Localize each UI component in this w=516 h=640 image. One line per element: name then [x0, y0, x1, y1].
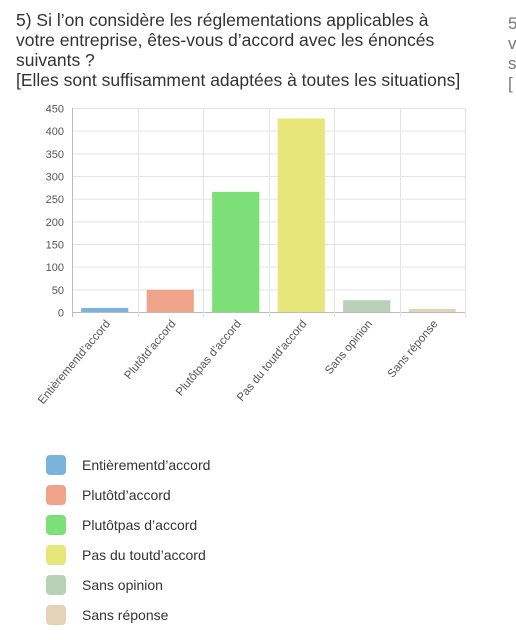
question-line: [Elles sont suffisamment adaptées à tout… [16, 70, 461, 90]
bar [212, 191, 260, 312]
legend-item[interactable]: Sans réponse [46, 600, 210, 630]
legend-item[interactable]: Plutôtpas d’accord [46, 510, 210, 540]
legend-label: Sans réponse [82, 607, 169, 623]
y-tick-label: 300 [46, 172, 64, 184]
x-tick-label: Entièrementd’accord [36, 318, 113, 407]
y-tick-label: 450 [46, 104, 64, 116]
y-tick-label: 150 [46, 240, 64, 252]
y-tick-label: 250 [46, 194, 64, 206]
next-panel-fragment: 5 v s [ [508, 14, 516, 94]
legend-swatch [46, 575, 66, 595]
legend-label: Plutôtpas d’accord [82, 517, 198, 533]
bar [81, 307, 129, 312]
legend-item[interactable]: Entièrementd’accord [46, 450, 210, 480]
bar [146, 289, 194, 312]
legend-item[interactable]: Plutôtd’accord [46, 480, 210, 510]
legend-swatch [46, 605, 66, 625]
legend-swatch [46, 515, 66, 535]
x-tick-label: Plutôtpas d’accord [174, 318, 244, 398]
legend-label: Sans opinion [82, 577, 163, 593]
legend-label: Entièrementd’accord [82, 457, 211, 473]
legend-swatch [46, 545, 66, 565]
x-tick-label: Sans opinion [323, 318, 375, 377]
x-tick-label: Pas du toutd’accord [235, 318, 310, 404]
bar-chart: 0 50 100 150 200 250 300 350 400 450 Entièrementd’… [36, 104, 466, 407]
legend-label: Plutôtd’accord [82, 487, 171, 503]
chart-legend: Entièrementd’accord Plutôtd’accord Plutôtp… [46, 450, 210, 630]
y-tick-label: 400 [46, 126, 64, 138]
legend-swatch [46, 455, 66, 475]
y-tick-label: 200 [46, 217, 64, 229]
legend-item[interactable]: Pas du toutd’accord [46, 540, 210, 570]
bar [277, 118, 325, 312]
y-tick-label: 100 [46, 262, 64, 274]
fragment-char: s [508, 54, 516, 73]
legend-item[interactable]: Sans opinion [46, 570, 210, 600]
fragment-char: v [508, 34, 516, 53]
question-line: suivants ? [16, 50, 95, 70]
bar [408, 308, 456, 312]
question-line: 5) Si l’on considère les réglementations… [16, 10, 429, 30]
y-tick-label: 0 [58, 308, 64, 320]
question-title: 5) Si l’on considère les réglementations… [16, 10, 486, 90]
legend-swatch [46, 485, 66, 505]
legend-label: Pas du toutd’accord [82, 547, 206, 563]
x-tick-label: Sans réponse [386, 318, 441, 380]
fragment-char: [ [508, 74, 513, 93]
y-tick-label: 50 [52, 285, 64, 297]
y-tick-label: 350 [46, 149, 64, 161]
bar [343, 300, 391, 312]
question-line: votre entreprise, êtes-vous d’accord ave… [16, 30, 435, 50]
fragment-char: 5 [508, 14, 516, 33]
x-tick-label: Plutôtd’accord [123, 318, 179, 382]
